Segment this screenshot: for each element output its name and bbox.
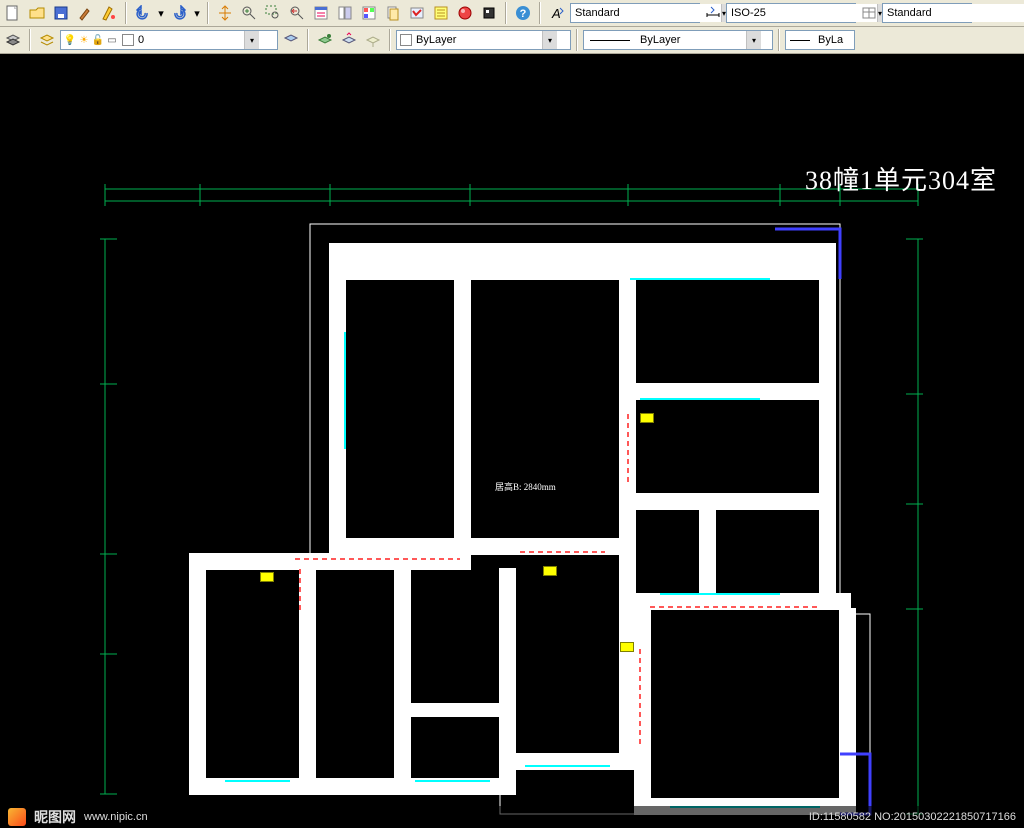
table-style-value[interactable] [883,4,1024,22]
help-icon[interactable]: ? [512,2,534,24]
chevron-down-icon[interactable] [746,31,761,49]
svg-text:居高B: 2840mm: 居高B: 2840mm [495,481,556,492]
toolbar-standard: ▾ ▾ ? A [0,0,1024,27]
table-style-combo[interactable] [882,3,972,23]
zoom-prev-icon[interactable] [286,2,308,24]
pan-icon[interactable] [214,2,236,24]
block-icon[interactable] [478,2,500,24]
svg-text:?: ? [520,8,527,20]
layer-color-swatch [122,34,134,46]
layer-walk-icon[interactable] [362,29,384,51]
linetype-combo[interactable] [583,30,773,50]
separator [389,29,391,51]
design-center-icon[interactable] [334,2,356,24]
layer-combo[interactable]: 💡 ☀ 🔓 ▭ [60,30,278,50]
sheet-set-icon[interactable] [382,2,404,24]
save-icon[interactable] [50,2,72,24]
brand-name: 昵图网 [34,807,76,827]
zoom-in-icon[interactable] [238,2,260,24]
separator [505,2,507,24]
color-value[interactable] [412,31,542,49]
toolbar-layers: 💡 ☀ 🔓 ▭ [0,27,1024,54]
demolition-marker-icon [640,413,654,423]
dim-style-value[interactable] [727,4,877,22]
linetype-preview [590,40,630,41]
dim-style-icon[interactable] [702,2,724,24]
zoom-window-icon[interactable] [262,2,284,24]
separator [539,2,541,24]
layer-prop-icon[interactable] [2,29,24,51]
properties-icon[interactable] [310,2,332,24]
text-style-icon[interactable]: A [546,2,568,24]
text-style-value[interactable] [571,4,721,22]
lineweight-preview [790,40,810,41]
lineweight-value[interactable] [814,31,852,49]
color-swatch [400,34,412,46]
separator [307,29,309,51]
tool-palette-icon[interactable] [358,2,380,24]
match-icon[interactable] [98,2,120,24]
demolition-marker-icon [620,642,634,652]
lineweight-combo[interactable] [785,30,855,50]
color-combo[interactable] [396,30,571,50]
chevron-down-icon[interactable] [244,31,259,49]
redo-icon[interactable] [168,2,190,24]
dim-style-combo[interactable] [726,3,856,23]
demolition-marker-icon [543,566,557,576]
bulb-on-icon: 💡 [63,35,77,46]
separator [207,2,209,24]
watermark-footer: 昵图网 www.nipic.cn ID:11580582 NO:20150302… [0,806,1024,828]
drawing-title: 38幢1单元304室 [805,160,997,197]
svg-text:A: A [551,6,561,21]
chevron-down-icon[interactable]: ▾ [192,2,202,24]
separator [576,29,578,51]
layer-value[interactable] [134,31,244,49]
render-icon[interactable] [454,2,476,24]
qc-icon[interactable] [430,2,452,24]
separator [125,2,127,24]
layer-states-icon[interactable] [36,29,58,51]
layer-iso-icon[interactable] [338,29,360,51]
sun-icon: ☀ [77,35,91,46]
image-meta: ID:11580582 NO:20150302221850717166 [809,811,1016,823]
new-icon[interactable] [2,2,24,24]
layer-prev-icon[interactable] [280,29,302,51]
undo-icon[interactable] [132,2,154,24]
plot-icon: ▭ [105,35,119,46]
brush-icon[interactable] [74,2,96,24]
separator [778,29,780,51]
lock-icon: 🔓 [91,35,105,46]
separator [29,29,31,51]
text-style-combo[interactable] [570,3,700,23]
cad-drawing-area[interactable]: 居高B: 2840mm 38幢1单元304室 昵图网 www.nipic.cn … [0,54,1024,828]
linetype-value[interactable] [636,31,746,49]
table-style-icon[interactable] [858,2,880,24]
chevron-down-icon[interactable]: ▾ [156,2,166,24]
markup-icon[interactable] [406,2,428,24]
make-current-icon[interactable] [314,29,336,51]
demolition-marker-icon [260,572,274,582]
chevron-down-icon[interactable] [542,31,557,49]
brand-url: www.nipic.cn [84,811,148,823]
open-icon[interactable] [26,2,48,24]
brand-logo-icon [8,808,26,826]
layer-state-icons: 💡 ☀ 🔓 ▭ [61,35,119,46]
